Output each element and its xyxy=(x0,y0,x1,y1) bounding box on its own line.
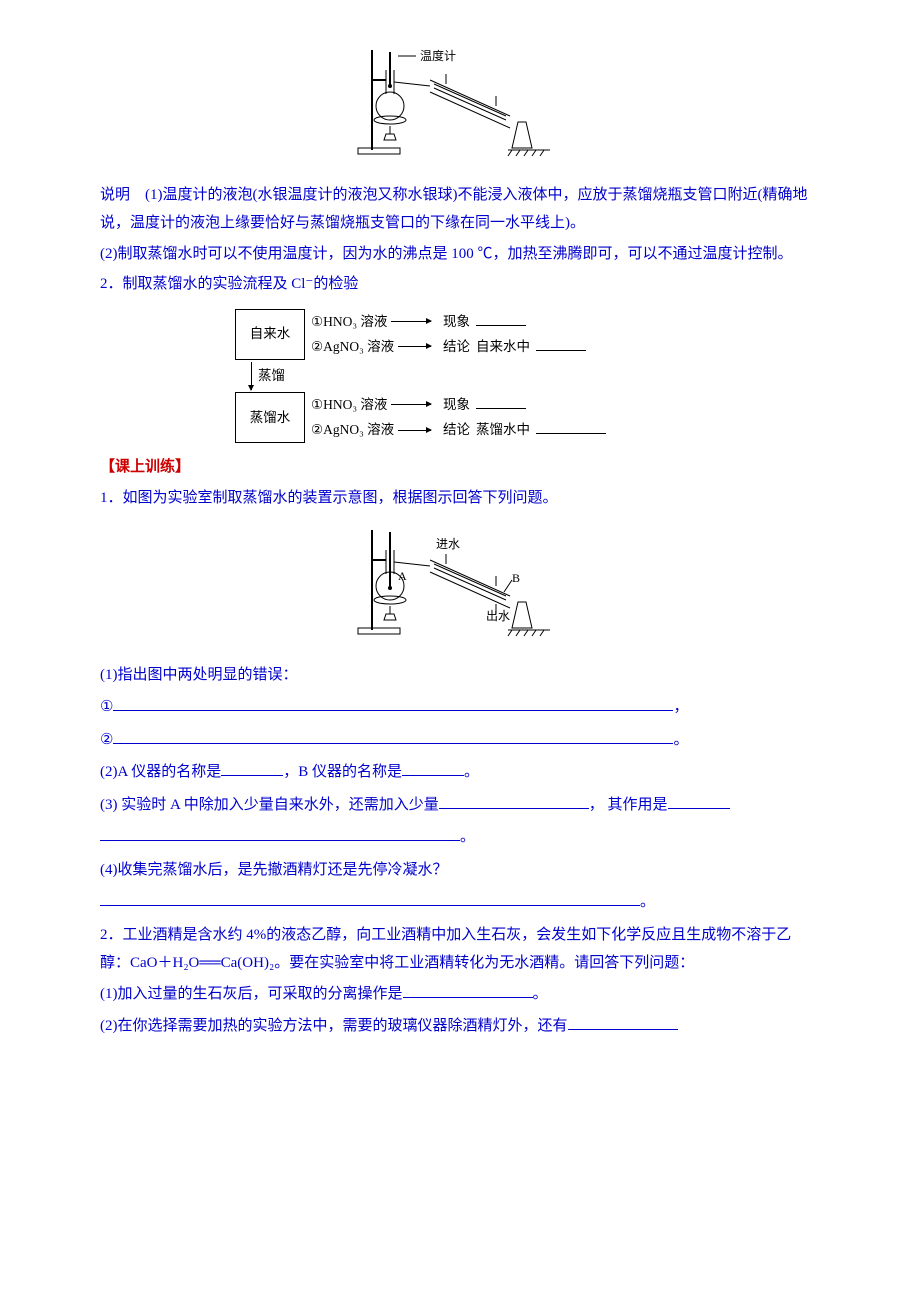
blank-slot xyxy=(476,394,526,409)
blank-line xyxy=(100,824,460,842)
blank-line xyxy=(403,980,533,998)
conc-label-2: 结论 xyxy=(443,417,470,443)
reagent-group-1: ①HNO₃ 溶液 ②AgNO₃ 溶液 xyxy=(305,309,437,360)
blank-slot xyxy=(536,337,586,352)
q1-blank2: ②。 xyxy=(100,726,820,755)
explain-head: 说明 xyxy=(100,187,130,203)
blank-line xyxy=(113,694,673,712)
blank-line xyxy=(100,889,640,907)
obs-label-2: 现象 xyxy=(443,392,470,418)
explain-p2: (2)制取蒸馏水时可以不使用温度计，因为水的沸点是 100 ℃，加热至沸腾即可，… xyxy=(100,240,820,269)
q2-p1a: (1)加入过量的生石灰后，可采取的分离操作是 xyxy=(100,986,403,1002)
q2-p2: (2)在你选择需要加热的实验方法中，需要的玻璃仪器除酒精灯外，还有 xyxy=(100,1012,820,1041)
heading-2: 2．制取蒸馏水的实验流程及 Cl⁻的检验 xyxy=(100,270,820,299)
flow-node-tap: 自来水 xyxy=(235,309,305,360)
explain-p1-text: (1)温度计的液泡(水银温度计的液泡又称水银球)不能浸入液体中，应放于蒸馏烧瓶支… xyxy=(100,187,808,232)
q1-p2c: 。 xyxy=(464,764,479,780)
q1-p4: (4)收集完蒸馏水后，是先撤酒精灯还是先停冷凝水？ xyxy=(100,856,820,885)
explain-p1: 说明 (1)温度计的液泡(水银温度计的液泡又称水银球)不能浸入液体中，应放于蒸馏… xyxy=(100,181,820,238)
reagent-1a: ①HNO₃ 溶液 xyxy=(311,309,387,335)
reagent-2b: ②AgNO₃ 溶液 xyxy=(311,417,394,443)
reagent-group-2: ①HNO₃ 溶液 ②AgNO₃ 溶液 xyxy=(305,392,437,443)
q1-p2a: (2)A 仪器的名称是 xyxy=(100,764,221,780)
figure-distillation-2: 进水 出水 A B xyxy=(100,520,820,651)
q2-p1: (1)加入过量的生石灰后，可采取的分离操作是 。 xyxy=(100,980,820,1009)
fig2-out-label: 出水 xyxy=(486,609,510,623)
figure-distillation-1: 温度计 xyxy=(100,40,820,171)
blank-line xyxy=(439,791,589,809)
q2-stem: 2．工业酒精是含水约 4%的液态乙醇，向工业酒精中加入生石灰，会发生如下化学反应… xyxy=(100,921,820,978)
q1-p4-blank: 。 xyxy=(100,888,820,917)
q1-p2b: ，B 仪器的名称是 xyxy=(283,764,402,780)
q2-p1b: 。 xyxy=(533,986,548,1002)
blank-slot xyxy=(536,420,606,435)
blank-line xyxy=(221,759,283,777)
reagent-2a: ①HNO₃ 溶液 xyxy=(311,392,387,418)
conc-label: 结论 xyxy=(443,334,470,360)
q1-p2: (2)A 仪器的名称是 ，B 仪器的名称是 。 xyxy=(100,758,820,787)
q1-p3a: (3) 实验时 A 中除加入少量自来水外，还需加入少量 xyxy=(100,797,439,813)
distilled-tail: 蒸馏水中 xyxy=(476,417,530,443)
flowchart-cl-test: 自来水 ①HNO₃ 溶液 ②AgNO₃ 溶液 现象 结论自来水中 蒸馏 蒸馏水 … xyxy=(235,309,685,444)
obs-label: 现象 xyxy=(443,309,470,335)
q1-p3b: ， 其作用是 xyxy=(589,797,668,813)
q1-p3c: 。 xyxy=(460,829,475,845)
q2-p2a: (2)在你选择需要加热的实验方法中，需要的玻璃仪器除酒精灯外，还有 xyxy=(100,1018,568,1034)
result-group-1: 现象 结论自来水中 xyxy=(437,309,586,360)
blank-line xyxy=(568,1013,678,1031)
q1-p3-line2: 。 xyxy=(100,823,820,852)
result-group-2: 现象 结论蒸馏水中 xyxy=(437,392,606,443)
blank-line xyxy=(668,791,730,809)
reagent-1b: ②AgNO₃ 溶液 xyxy=(311,334,394,360)
fig2-A-label: A xyxy=(398,569,407,583)
thermometer-label: 温度计 xyxy=(420,48,456,63)
arrow-icon xyxy=(391,321,431,322)
arrow-icon xyxy=(398,430,431,431)
distill-step: 蒸馏 xyxy=(258,363,285,389)
flow-node-distilled: 蒸馏水 xyxy=(235,392,305,443)
blank-slot xyxy=(476,311,526,326)
fig2-in-label: 进水 xyxy=(436,537,460,551)
q1-p4-tail: 。 xyxy=(640,894,655,910)
fig2-B-label: B xyxy=(512,571,520,585)
q1-p1: (1)指出图中两处明显的错误： xyxy=(100,661,820,690)
q1-stem: 1．如图为实验室制取蒸馏水的装置示意图，根据图示回答下列问题。 xyxy=(100,484,820,513)
q1-p3: (3) 实验时 A 中除加入少量自来水外，还需加入少量 ， 其作用是 xyxy=(100,791,820,820)
blank-line xyxy=(402,759,464,777)
q1-b2-num: ② xyxy=(100,732,113,748)
section-tag: 【课上训练】 xyxy=(100,459,190,475)
q1-b1-num: ① xyxy=(100,699,113,715)
q1-blank1: ①， xyxy=(100,693,820,722)
arrow-icon xyxy=(391,404,431,405)
tap-tail: 自来水中 xyxy=(476,334,530,360)
q1-b2-tail: 。 xyxy=(673,732,688,748)
arrow-icon xyxy=(398,346,431,347)
arrow-down-icon xyxy=(251,362,252,390)
blank-line xyxy=(113,726,673,744)
q1-b1-tail: ， xyxy=(673,699,688,715)
